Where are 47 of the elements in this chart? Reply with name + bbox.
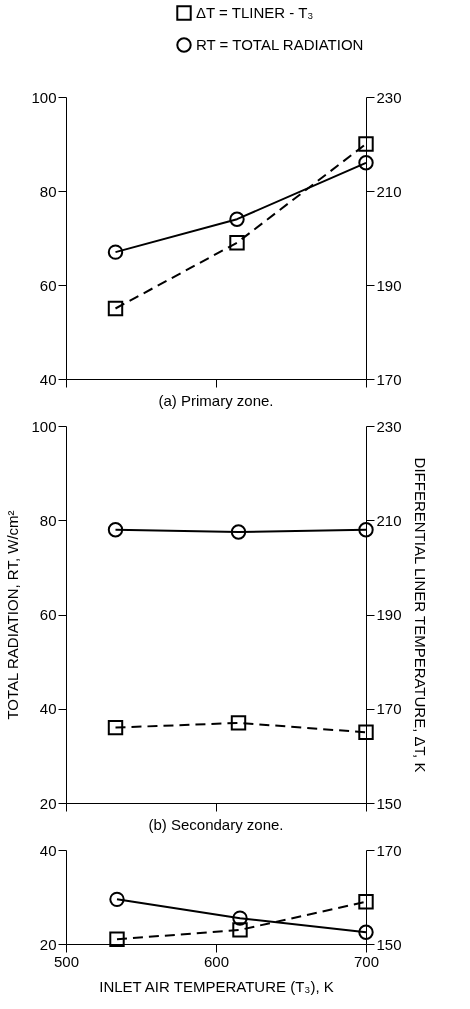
y-tick-label: 40 — [39, 841, 57, 859]
point — [230, 715, 247, 731]
y2-tick-label: 230 — [376, 88, 402, 106]
x-tick-label: 500 — [53, 952, 80, 970]
x-axis-title: INLET AIR TEMPERATURE (T₃), K — [99, 977, 334, 995]
y-tick-label: 80 — [39, 182, 57, 200]
text: (b) Secondary zone. — [148, 815, 284, 833]
point — [232, 910, 248, 926]
y-tick-label: 100 — [31, 88, 57, 106]
y2-tick-label: 170 — [376, 841, 402, 859]
point — [107, 300, 124, 317]
legend-label: RT = TOTAL RADIATION — [196, 36, 364, 53]
y2-tick-label: 190 — [376, 276, 402, 294]
point — [109, 891, 125, 908]
x-tick-label: 600 — [203, 952, 230, 970]
point — [358, 155, 374, 171]
y2-tick-label: 170 — [376, 370, 402, 388]
y2-tick-label: 210 — [376, 182, 402, 200]
y-tick-label: 80 — [39, 511, 57, 529]
y2-tick-label: 190 — [376, 606, 402, 623]
y2-tick-label: 150 — [376, 935, 402, 953]
point — [107, 244, 124, 260]
legend-label: ΔT = TLINER - T₃ — [196, 4, 314, 21]
point — [358, 136, 374, 152]
point — [232, 922, 248, 938]
point — [358, 893, 374, 910]
point — [109, 931, 125, 948]
y-tick-label: 100 — [31, 417, 57, 435]
y2-tick-label: 170 — [376, 700, 402, 718]
y-tick-label: 40 — [39, 700, 57, 718]
point — [107, 719, 124, 736]
y-tick-label: 60 — [39, 606, 57, 623]
point — [229, 234, 245, 251]
point — [229, 211, 245, 227]
y2-tick-label: 210 — [376, 511, 402, 529]
y-axis-title: TOTAL RADIATION, RT, W/cm² — [4, 510, 22, 720]
y-tick-label: 20 — [39, 794, 57, 812]
y2-axis-title: DIFFERENTIAL LINER TEMPERATURE, ΔT, K — [411, 457, 429, 773]
y-tick-label: 40 — [39, 370, 57, 388]
text: (a) Primary zone. — [158, 391, 274, 409]
point — [358, 724, 374, 741]
y2-tick-label: 150 — [376, 794, 402, 812]
y-tick-label: 60 — [39, 276, 57, 294]
point — [358, 924, 374, 940]
y-tick-label: 20 — [39, 935, 57, 953]
y2-tick-label: 230 — [376, 417, 402, 435]
x-tick-label: 700 — [353, 952, 380, 970]
